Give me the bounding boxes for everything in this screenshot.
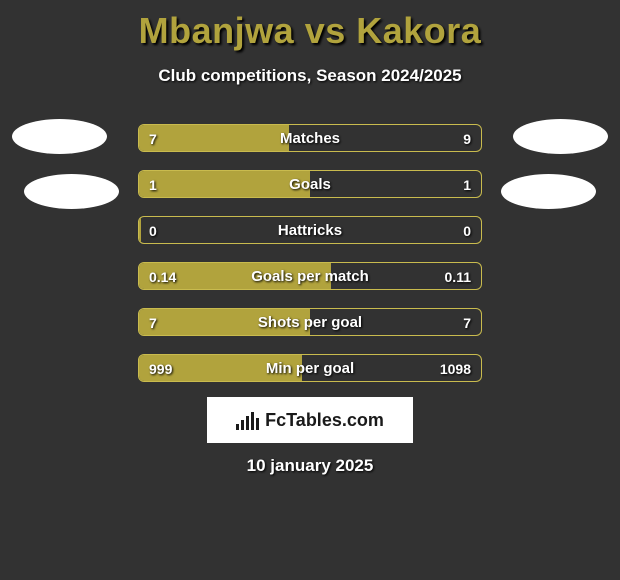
stat-right-value: 7 <box>463 309 471 335</box>
player-left-name: Mbanjwa <box>139 10 295 51</box>
stat-right-value: 1098 <box>440 355 471 381</box>
comparison-subtitle: Club competitions, Season 2024/2025 <box>0 66 620 86</box>
stat-label: Min per goal <box>139 355 481 381</box>
stat-row: 7 Shots per goal 7 <box>138 308 482 336</box>
stat-row: 0 Hattricks 0 <box>138 216 482 244</box>
stat-label: Goals <box>139 171 481 197</box>
snapshot-date: 10 january 2025 <box>0 456 620 476</box>
stat-right-value: 0 <box>463 217 471 243</box>
stat-right-value: 1 <box>463 171 471 197</box>
player-right-name: Kakora <box>356 10 481 51</box>
brand-text: FcTables.com <box>265 410 384 431</box>
player-left-avatar <box>12 119 107 154</box>
comparison-title: Mbanjwa vs Kakora <box>0 0 620 52</box>
vs-separator: vs <box>305 10 346 51</box>
stat-row: 999 Min per goal 1098 <box>138 354 482 382</box>
player-right-club-badge <box>501 174 596 209</box>
stat-label: Matches <box>139 125 481 151</box>
stat-row: 7 Matches 9 <box>138 124 482 152</box>
player-left-club-badge <box>24 174 119 209</box>
stat-rows: 7 Matches 9 1 Goals 1 0 Hattricks 0 0.14… <box>138 124 482 400</box>
stat-label: Hattricks <box>139 217 481 243</box>
stat-right-value: 9 <box>463 125 471 151</box>
stat-label: Shots per goal <box>139 309 481 335</box>
stat-label: Goals per match <box>139 263 481 289</box>
player-right-avatar <box>513 119 608 154</box>
stat-right-value: 0.11 <box>445 263 471 289</box>
brand-badge: FcTables.com <box>207 397 413 443</box>
stat-row: 1 Goals 1 <box>138 170 482 198</box>
bar-chart-icon <box>236 410 259 430</box>
stat-row: 0.14 Goals per match 0.11 <box>138 262 482 290</box>
